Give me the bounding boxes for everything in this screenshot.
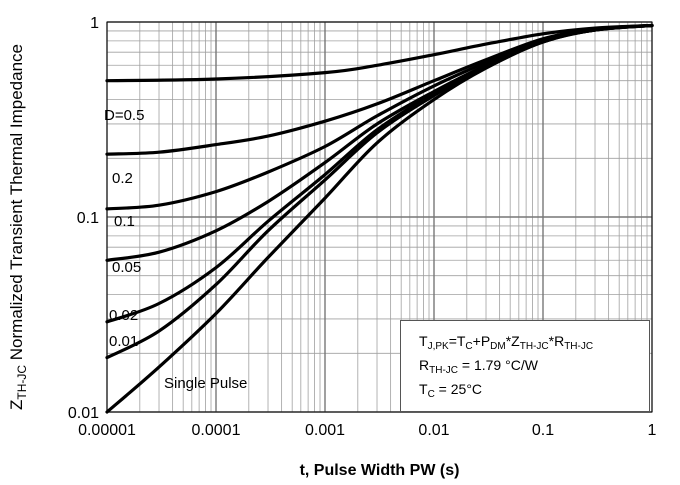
series-label-4: 0.02 xyxy=(109,307,138,324)
series-line-6 xyxy=(105,23,654,414)
series-line-3 xyxy=(105,23,654,262)
series-labels: D=0.5 0.2 0.1 0.05 0.02 0.01 Single Pulse xyxy=(104,107,247,392)
plot-frame xyxy=(106,21,653,413)
x-tick-label: 0.1 xyxy=(532,422,554,439)
y-tick-label: 0.01 xyxy=(68,405,99,422)
x-axis-title: t, Pulse Width PW (s) xyxy=(300,462,460,479)
annotation-box: TJ,PK=TC+PDM*ZTH-JC*RTH-JC RTH-JC = 1.79… xyxy=(400,320,650,412)
series-label-0: D=0.5 xyxy=(104,107,144,124)
y-axis-title-rest: Normalized Transient Thermal Impedance xyxy=(7,44,26,365)
y-axis-title-main: Z xyxy=(7,400,26,410)
series-line-2 xyxy=(105,23,654,211)
x-tick-label: 0.001 xyxy=(305,422,345,439)
series-label-5: 0.01 xyxy=(109,333,138,350)
x-tick-labels: 0.00001 0.0001 0.001 0.01 0.1 1 xyxy=(78,422,656,439)
annotation-case-temp: TC = 25°C xyxy=(419,381,483,400)
x-tick-label: 0.01 xyxy=(418,422,449,439)
series-label-1: 0.2 xyxy=(112,170,133,187)
y-tick-labels: 0.01 0.1 1 xyxy=(68,15,99,422)
series-layer xyxy=(105,23,654,414)
x-tick-label: 1 xyxy=(648,422,657,439)
y-axis-title: ZTH-JC Normalized Transient Thermal Impe… xyxy=(7,44,29,410)
series-label-6: Single Pulse xyxy=(164,375,247,392)
x-tick-label: 0.00001 xyxy=(78,422,136,439)
y-tick-label: 1 xyxy=(90,15,99,32)
y-tick-label: 0.1 xyxy=(77,210,99,227)
y-axis-title-sub: TH-JC xyxy=(15,365,29,400)
series-line-4 xyxy=(105,23,654,324)
x-tick-label: 0.0001 xyxy=(192,422,241,439)
series-label-3: 0.05 xyxy=(112,259,141,276)
annotation-formula: TJ,PK=TC+PDM*ZTH-JC*RTH-JC xyxy=(419,333,594,352)
annotation-resistance: RTH-JC = 1.79 °C/W xyxy=(419,357,538,376)
series-line-1 xyxy=(105,23,654,156)
series-label-2: 0.1 xyxy=(114,213,135,230)
series-line-5 xyxy=(105,23,654,360)
series-line-0 xyxy=(105,23,654,83)
